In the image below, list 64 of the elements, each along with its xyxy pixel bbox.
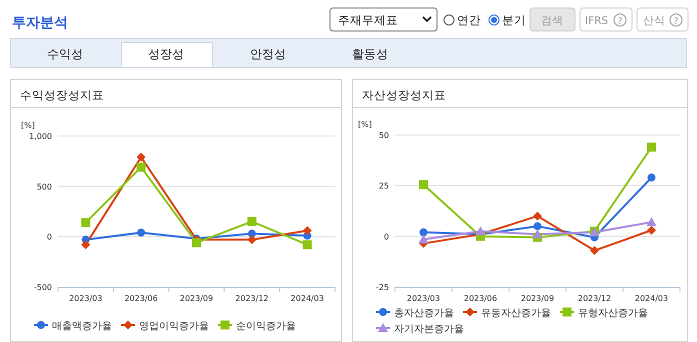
x-tick-label: 2023/03 [69, 294, 102, 303]
point [420, 228, 428, 236]
x-tick-label: 2024/03 [634, 294, 668, 303]
y-axis-title: [%] [358, 120, 372, 129]
point [419, 180, 428, 190]
point [302, 240, 312, 250]
x-tick-label: 2023/12 [578, 294, 612, 303]
point [192, 238, 201, 248]
y-tick-label: 500 [36, 182, 52, 192]
y-tick-label: 0 [46, 232, 52, 242]
text: 수익성 [47, 47, 83, 61]
y-tick-label: 25 [378, 182, 389, 191]
point [533, 212, 542, 221]
point [418, 234, 428, 244]
legend-label: 유형자산증가율 [578, 308, 648, 319]
text: 안정성 [250, 47, 286, 61]
y-tick-label: 1,000 [29, 132, 52, 141]
x-tick-label: 2023/03 [406, 294, 440, 303]
y-tick-label: -25 [376, 283, 389, 292]
x-tick-label: 2023/12 [235, 294, 269, 303]
point [81, 218, 90, 228]
chart-title: 수익성장성지표 [20, 88, 104, 102]
legend-label: 총자산증가율 [394, 308, 454, 319]
y-tick-label: 0 [384, 232, 389, 242]
point [81, 240, 90, 250]
point [532, 229, 542, 238]
x-tick-label: 2023/09 [520, 294, 554, 303]
text: 주재무제표 [338, 13, 398, 27]
legend-label: 유동자산증가율 [481, 308, 551, 319]
point [247, 217, 256, 226]
text: ? [618, 17, 623, 27]
legend-label: 순이익증가율 [236, 321, 296, 332]
legend-label: 자기자본증가율 [394, 324, 464, 335]
text: 성장성 [148, 47, 184, 61]
text: 검색 [541, 14, 563, 27]
point [648, 174, 656, 182]
y-tick-label: 50 [378, 131, 389, 140]
x-tick-label: 2023/06 [464, 294, 498, 303]
legend-label: 영업이익증가율 [139, 321, 209, 332]
x-tick-label: 2024/03 [290, 294, 324, 303]
y-tick-label: -500 [34, 283, 52, 292]
point [137, 228, 146, 237]
point [590, 246, 599, 256]
point [476, 226, 486, 236]
text: ? [674, 17, 679, 27]
text: 활동성 [352, 47, 388, 61]
point [647, 226, 656, 235]
point [647, 142, 656, 152]
point [534, 222, 542, 230]
text: IFRS [585, 15, 608, 27]
text: 분기 [502, 13, 526, 27]
y-axis-title: [%] [21, 121, 35, 130]
text: 산식 [643, 14, 665, 27]
text: 투자분석 [12, 15, 68, 31]
x-tick-label: 2023/09 [180, 294, 214, 303]
point [247, 235, 256, 244]
chart-title: 자산성장성지표 [362, 88, 446, 102]
point [302, 226, 312, 236]
x-tick-label: 2023/06 [124, 294, 158, 303]
text: 연간 [457, 13, 481, 27]
point [136, 152, 146, 162]
legend-label: 매출액증가율 [52, 321, 112, 332]
point [136, 162, 146, 172]
point [646, 217, 656, 226]
